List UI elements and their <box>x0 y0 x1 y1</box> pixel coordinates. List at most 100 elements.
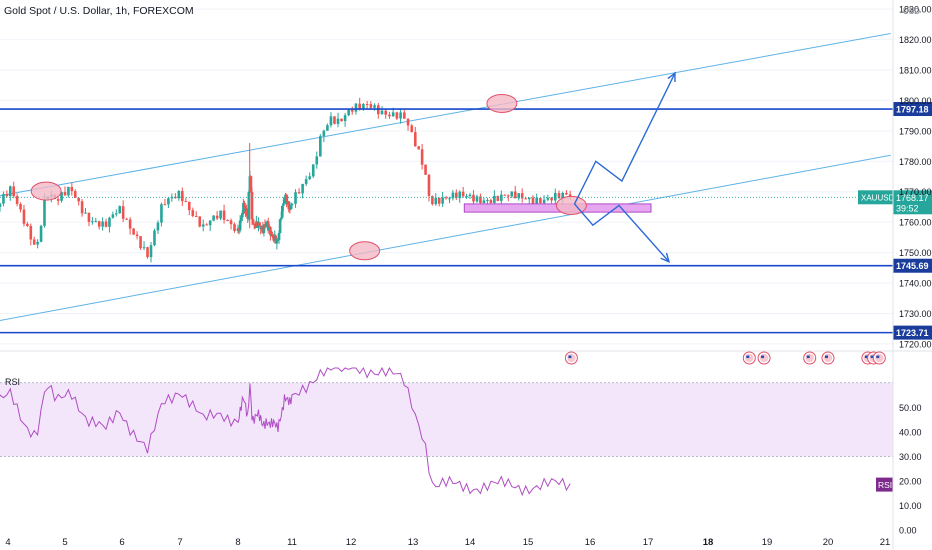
candle-body <box>156 222 160 231</box>
candle-body <box>205 224 208 226</box>
candle-body <box>258 222 261 226</box>
time-tick-label: 5 <box>62 537 67 548</box>
candle-body <box>264 224 268 227</box>
candle-body <box>80 201 84 214</box>
last-price-tag <box>893 190 932 215</box>
us-flag-icon-canton <box>806 355 810 359</box>
candle-body <box>97 221 101 227</box>
candle-body <box>479 196 482 204</box>
candle-body <box>347 109 350 116</box>
candle-body <box>358 103 361 109</box>
projection-path-1 <box>573 203 670 263</box>
candle-body <box>167 198 170 205</box>
candle-body <box>294 192 297 204</box>
candle-body <box>362 103 365 109</box>
candle-body <box>448 198 451 200</box>
candle-body <box>465 196 468 198</box>
candle-body <box>561 192 565 199</box>
candle-body <box>60 192 63 201</box>
time-tick-label: 6 <box>119 537 124 548</box>
time-tick-label: 20 <box>823 537 834 548</box>
candle-body <box>384 110 388 115</box>
time-tick-label: 18 <box>703 537 714 548</box>
candle-body <box>329 116 333 126</box>
projection-arrowhead <box>667 71 676 83</box>
candle-body <box>121 206 125 219</box>
candle-body <box>369 104 373 108</box>
candle-body <box>238 220 242 231</box>
candle-body <box>184 201 188 203</box>
candle-body <box>417 146 420 150</box>
candle-body <box>297 192 301 194</box>
price-tick-label: 1830.00 <box>899 5 932 15</box>
rsi-tick-label: 20.00 <box>899 476 922 486</box>
candle-body <box>395 112 399 119</box>
level-price-label: 1723.71 <box>896 328 929 338</box>
candle-body <box>413 132 417 147</box>
candle-body <box>304 179 308 184</box>
candle-body <box>343 115 347 122</box>
candle-body <box>212 215 215 221</box>
level-price-tag <box>893 258 932 273</box>
candle-body <box>39 225 43 242</box>
candle-body <box>399 112 402 119</box>
projection-arrowhead <box>660 252 671 263</box>
time-tick-label: 21 <box>880 537 891 548</box>
candle-body <box>520 193 524 199</box>
currency-label: USD <box>903 7 920 16</box>
candle-body <box>73 191 77 198</box>
candle-body <box>524 198 527 200</box>
rsi-pane-label: RSI <box>5 377 20 387</box>
highlight-ellipse <box>349 241 381 261</box>
candle-body <box>461 191 465 197</box>
candle-body <box>32 239 36 245</box>
candle-body <box>315 156 319 165</box>
candle-body <box>493 195 496 203</box>
us-flag-icon-canton <box>876 355 880 359</box>
channel-line-upper <box>0 32 891 197</box>
candle-body <box>420 149 424 165</box>
candle-body <box>198 216 202 227</box>
time-tick-label: 7 <box>177 537 182 548</box>
candle-body <box>163 204 167 206</box>
candle-body <box>406 118 410 126</box>
candle-body <box>177 190 181 199</box>
time-tick-label: 12 <box>346 537 357 548</box>
candle-body <box>251 219 255 225</box>
price-tick-label: 1770.00 <box>899 187 932 197</box>
candle-body <box>350 109 354 112</box>
candle-body <box>542 199 546 204</box>
candle-body <box>139 236 142 249</box>
candle-body <box>340 118 343 122</box>
time-tick-label: 19 <box>762 537 773 548</box>
candle-body <box>229 220 233 225</box>
time-tick-label: 13 <box>408 537 419 548</box>
candle-body <box>70 186 74 192</box>
candle-body <box>472 194 475 202</box>
price-axis[interactable]: 1720.00 1730.00 1740.00 1750.00 1760.00 1770.… <box>892 0 932 550</box>
channel-line-lower <box>0 154 891 321</box>
rsi-tick-label: 50.00 <box>899 403 922 413</box>
annotations <box>30 71 886 365</box>
candle-body <box>319 136 322 157</box>
projection-path-0 <box>573 72 676 205</box>
candle-body <box>91 221 94 223</box>
candle-body <box>56 199 60 201</box>
price-tick-label: 1740.00 <box>899 279 932 289</box>
candle-body <box>63 192 67 196</box>
candle-body <box>486 199 489 201</box>
us-flag-icon-canton <box>870 355 874 359</box>
candle-body <box>15 196 19 204</box>
candle-body <box>553 192 557 201</box>
candle-body <box>153 230 156 246</box>
candle-body <box>245 208 248 216</box>
candle-body <box>266 221 270 231</box>
candle-body <box>118 206 122 214</box>
candle-body <box>510 191 514 197</box>
candle-body <box>513 191 517 199</box>
time-axis[interactable]: 4 5 6 7 8 11 12 13 14 15 16 17 18 19 20 21 <box>5 537 890 548</box>
time-tick-label: 17 <box>643 537 654 548</box>
level-price-tag <box>893 325 932 340</box>
